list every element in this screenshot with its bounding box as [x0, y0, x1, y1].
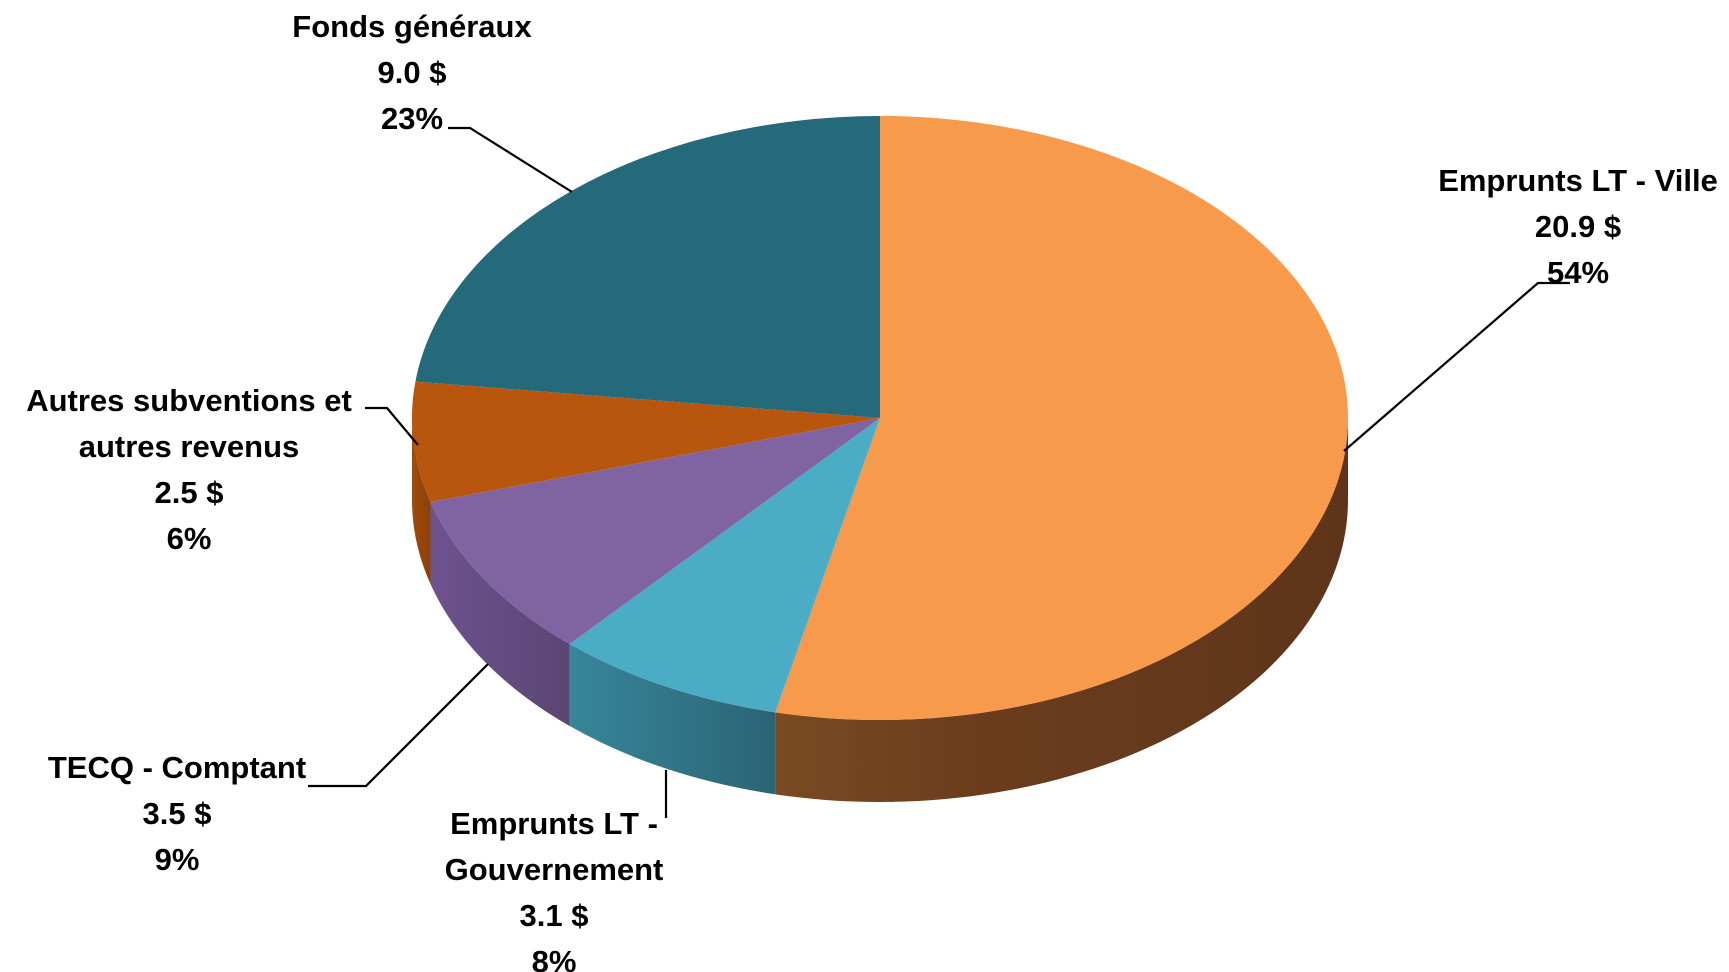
pie-side-3 [412, 418, 431, 585]
slice-name-line-2: TECQ - Comptant [48, 750, 306, 785]
slice-value-2: 3.5 $ [143, 796, 212, 831]
pie-slice-1 [569, 418, 880, 713]
pie-slice-3 [412, 381, 880, 503]
slice-percent-1: 8% [532, 944, 577, 972]
slice-percent-4: 23% [381, 101, 443, 136]
slice-percent-2: 9% [155, 842, 200, 877]
slice-value-4: 9.0 $ [378, 55, 447, 90]
pie-sides [412, 418, 1348, 802]
slice-name-line-3: Autres subventions et [26, 383, 352, 418]
slice-name-line-1: Emprunts LT - [450, 806, 658, 841]
leader-line-3 [365, 406, 419, 446]
pie-slice-2 [430, 418, 880, 645]
leader-lines [308, 126, 1570, 818]
pie-slice-0 [775, 116, 1348, 720]
slice-name-line-4: Fonds généraux [292, 9, 532, 44]
slice-label-0: Emprunts LT - Ville 20.9 $ 54% [1438, 163, 1718, 290]
slice-percent-3: 6% [167, 521, 212, 556]
leader-line-0 [1343, 281, 1570, 452]
slice-value-0: 20.9 $ [1535, 209, 1621, 244]
slice-label-4: Fonds généraux 9.0 $ 23% [292, 9, 532, 136]
leader-line-4 [448, 126, 573, 193]
pie-side-2 [430, 502, 570, 727]
pie-side-1 [569, 644, 776, 795]
leader-line-2 [308, 663, 489, 788]
pie-top [412, 116, 1348, 720]
slice-value-1: 3.1 $ [520, 898, 589, 933]
slice-name-line-0: Emprunts LT - Ville [1438, 163, 1718, 198]
slice-percent-0: 54% [1547, 255, 1609, 290]
slice-label-2: TECQ - Comptant 3.5 $ 9% [48, 750, 306, 877]
slice-value-3: 2.5 $ [155, 475, 224, 510]
slice-label-3: Autres subventions et autres revenus 2.5 $… [26, 383, 352, 556]
pie-side-0 [775, 418, 1348, 802]
pie-slice-4 [415, 116, 880, 418]
slice-label-1: Emprunts LT - Gouvernement 3.1 $ 8% [445, 806, 664, 972]
slice-name-line-1: Gouvernement [445, 852, 664, 887]
slice-name-line-3: autres revenus [79, 429, 300, 464]
